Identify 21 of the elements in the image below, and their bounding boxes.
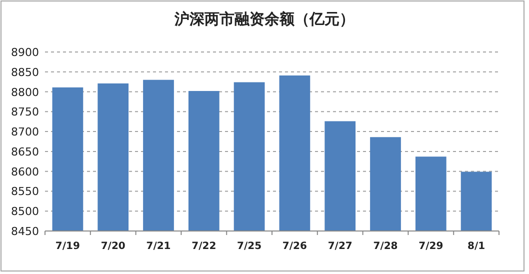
y-tick-label: 8700: [11, 126, 39, 139]
y-tick-label: 8750: [11, 106, 39, 119]
x-tick-label: 7/25: [237, 241, 262, 252]
x-tick-label: 7/29: [418, 241, 444, 252]
x-tick-label: 7/22: [192, 241, 216, 252]
y-tick-label: 8800: [11, 86, 39, 99]
x-tick-label: 7/28: [373, 241, 398, 252]
x-tick-label: 8/1: [468, 241, 486, 252]
x-tick-label: 7/26: [282, 241, 308, 252]
x-tick-label: 7/21: [146, 241, 171, 252]
y-tick-label: 8650: [11, 145, 39, 158]
x-tick-label: 7/27: [328, 241, 352, 252]
x-tick-label: 7/19: [55, 241, 80, 252]
y-tick-label: 8850: [11, 66, 39, 79]
chart-title: 沪深两市融资余额（亿元）: [174, 10, 354, 28]
y-tick-label: 8450: [11, 225, 39, 238]
x-tick-label: 7/20: [100, 241, 126, 252]
y-tick-label: 8900: [11, 46, 39, 59]
y-tick-label: 8500: [11, 205, 39, 218]
y-tick-label: 8600: [11, 165, 39, 178]
y-tick-label: 8550: [11, 185, 39, 198]
